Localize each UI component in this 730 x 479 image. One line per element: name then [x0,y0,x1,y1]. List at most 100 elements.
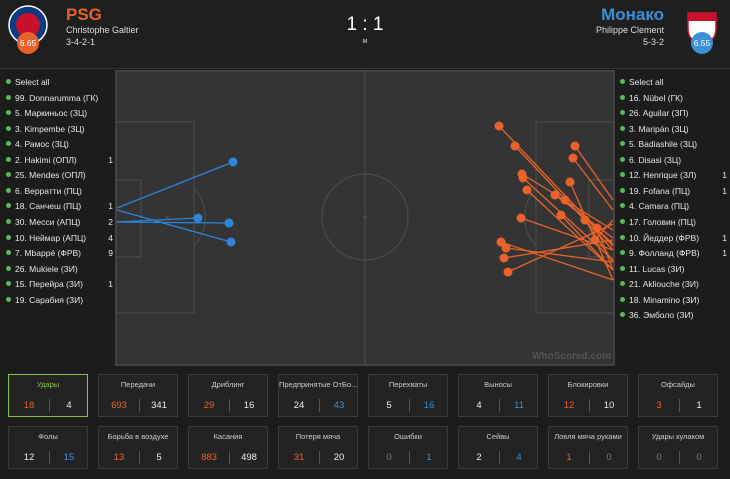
player-row[interactable]: Select all [620,76,727,88]
stat-box[interactable]: Ловля мяча руками 1 0 [548,426,628,469]
stat-box[interactable]: Фолы 12 15 [8,426,88,469]
player-name: 18. Minamino (ЗИ) [629,294,700,305]
shot-dot [522,185,532,195]
shot-count: 1 [722,248,727,259]
player-row[interactable]: 18. Minamino (ЗИ) [620,294,727,306]
home-value: 1 [566,452,572,463]
stat-box[interactable]: Дриблинг 29 16 [188,374,268,417]
player-name: 30. Месси (АПЦ) [15,216,81,227]
player-row[interactable]: 3. Kimpembe (ЗЦ) [6,123,113,135]
player-name: 99. Donnarumma (ГК) [15,92,99,103]
player-row[interactable]: 12. Henrique (ЗЛ) 1 [620,169,727,181]
player-row[interactable]: 11. Lucas (ЗИ) [620,263,727,275]
stat-box[interactable]: Перехваты 5 16 [368,374,448,417]
home-value: 4 [476,400,482,411]
away-value: 43 [333,400,345,411]
stat-box[interactable]: Передачи 693 341 [98,374,178,417]
stat-box[interactable]: Касания 883 498 [188,426,268,469]
player-row[interactable]: 15. Перейра (ЗИ) 1 [6,278,113,290]
stat-box[interactable]: Офсайды 3 1 [638,374,718,417]
player-row[interactable]: 21. Akliouche (ЗИ) [620,278,727,290]
stat-label: Ловля мяча руками [554,432,622,441]
shot-line [116,161,234,209]
shot-line [569,181,614,281]
player-row[interactable]: 4. Рамос (ЗЦ) [6,138,113,150]
stat-label: Потеря мяча [295,432,341,441]
player-name: 19. Fofana (ПЦ) [629,185,691,196]
home-value: 693 [111,400,127,411]
stat-box[interactable]: Ошибки 0 1 [368,426,448,469]
home-value: 24 [293,400,305,411]
player-row[interactable]: 30. Месси (АПЦ) 2 [6,216,113,228]
player-row[interactable]: Select all [6,76,113,88]
shot-line [500,241,614,281]
stat-box[interactable]: Выносы 4 11 [458,374,538,417]
stat-box[interactable]: Борьба в воздухе 13 5 [98,426,178,469]
select-dot [620,312,625,318]
shot-dot [228,157,238,167]
player-row[interactable]: 3. Maripán (ЗЦ) [620,123,727,135]
player-row[interactable]: 19. Fofana (ПЦ) 1 [620,185,727,197]
stat-box[interactable]: Потеря мяча 31 20 [278,426,358,469]
stat-label: Касания [213,432,243,441]
value-divider [49,451,50,464]
shot-map [116,121,614,281]
away-coach: Philippe Clement [595,25,664,35]
player-row[interactable]: 10. Йеддер (ФРВ) 1 [620,232,727,244]
player-row[interactable]: 19. Сарабия (ЗИ) [6,294,113,306]
select-dot [6,234,11,240]
stat-label: Блокировки [567,380,609,389]
home-rating: 6.65 [19,38,37,48]
player-row[interactable]: 10. Неймар (АПЦ) 4 [6,232,113,244]
player-row[interactable]: 7. Mbappé (ФРВ) 9 [6,247,113,259]
player-name: 36. Эмболо (ЗИ) [629,310,694,321]
player-row[interactable]: 2. Hakimi (ОПЛ) 1 [6,154,113,166]
player-row[interactable]: 18. Санчеш (ПЦ) 1 [6,200,113,212]
player-row[interactable]: 36. Эмболо (ЗИ) [620,309,727,321]
stat-box[interactable]: Блокировки 12 10 [548,374,628,417]
stat-box[interactable]: Предпринятые ОтБо... 24 43 [278,374,358,417]
value-divider [409,399,410,412]
stat-label: Перехваты [388,380,428,389]
shot-line [520,217,614,251]
shot-dot [496,237,506,247]
player-row[interactable]: 9. Фолланд (ФРВ) 1 [620,247,727,259]
shot-count: 1 [722,185,727,196]
player-row[interactable]: 16. Nübel (ГК) [620,92,727,104]
player-row[interactable]: 6. Disasi (ЗЦ) [620,154,727,166]
shot-dot [193,213,203,223]
player-row[interactable]: 26. Mukiele (ЗИ) [6,263,113,275]
shot-dot [510,141,520,151]
shot-dot [516,213,526,223]
shot-dot [580,215,590,225]
away-value: 4 [516,452,522,463]
player-name: 6. Disasi (ЗЦ) [629,154,682,165]
player-row[interactable]: 25. Mendes (ОПЛ) [6,169,113,181]
away-value: 1 [426,452,432,463]
player-name: 9. Фолланд (ФРВ) [629,248,700,259]
away-rating: 6.55 [693,38,711,48]
shot-count: 1 [108,154,113,165]
value-divider [139,399,140,412]
player-row[interactable]: 5. Badiashile (ЗЦ) [620,138,727,150]
player-row[interactable]: 4. Camara (ПЦ) [620,200,727,212]
away-value: 0 [606,452,612,463]
stat-box[interactable]: Удары 18 4 [8,374,88,417]
value-divider [499,451,500,464]
player-row[interactable]: 26. Aguilar (ЗП) [620,107,727,119]
player-row[interactable]: 6. Верратти (ПЦ) [6,185,113,197]
shot-count: 2 [108,216,113,227]
select-dot [620,203,625,209]
shot-line [503,239,614,259]
stat-box[interactable]: Удары кулаком 0 0 [638,426,718,469]
player-row[interactable]: 5. Маркиньос (ЗЦ) [6,107,113,119]
score: 1 : 1 [346,14,384,35]
player-name: 5. Маркиньос (ЗЦ) [15,108,88,119]
select-dot [620,234,625,240]
value-divider [49,399,50,412]
stat-box[interactable]: Сейвы 2 4 [458,426,538,469]
value-divider [319,399,320,412]
watermark: WhoScored.com [532,351,611,362]
player-row[interactable]: 17. Головин (ПЦ) [620,216,727,228]
player-row[interactable]: 99. Donnarumma (ГК) [6,92,113,104]
